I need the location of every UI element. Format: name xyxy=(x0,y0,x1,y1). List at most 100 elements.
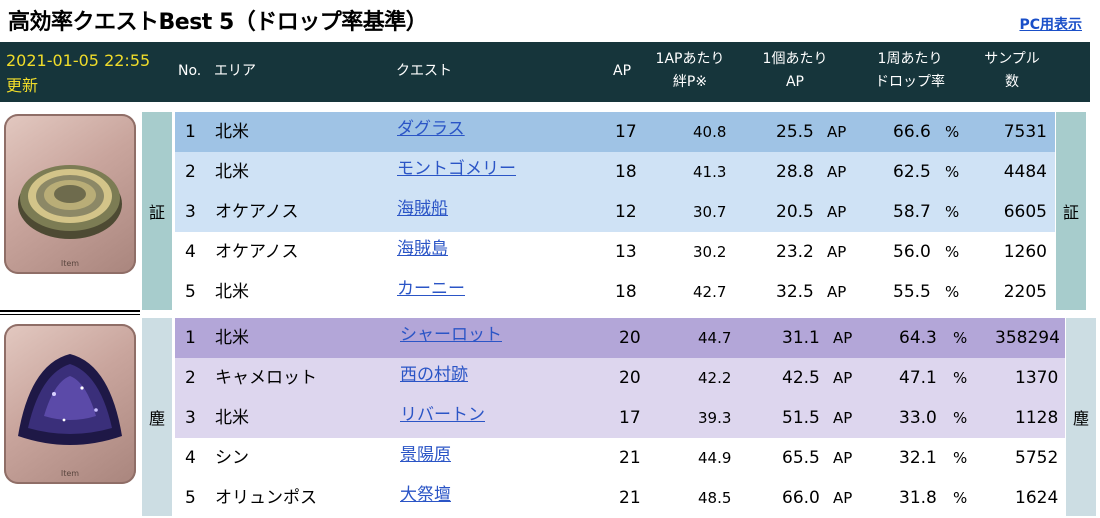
row-ap-unit: AP xyxy=(827,123,847,141)
row-no: 5 xyxy=(185,488,196,508)
row-band-plain xyxy=(175,232,1055,310)
quest-link[interactable]: モントゴメリー xyxy=(397,159,516,179)
quest-link[interactable]: カーニー xyxy=(397,279,465,299)
quest-link[interactable]: ダグラス xyxy=(397,119,465,139)
quest-link[interactable]: 海賊船 xyxy=(397,199,448,219)
row-kizuna: 30.2 xyxy=(693,243,727,261)
row-kizuna: 41.3 xyxy=(693,163,727,181)
row-pct: % xyxy=(953,449,968,467)
pc-view-link[interactable]: PC用表示 xyxy=(1019,17,1082,33)
row-area: オケアノス xyxy=(215,202,299,222)
row-samples: 7531 xyxy=(1003,122,1047,142)
table-row: 2 北米 モントゴメリー 18 41.3 28.8 AP 62.5 % 4484 xyxy=(175,152,1055,192)
row-drop-rate: 33.0 xyxy=(899,408,937,428)
row-kizuna: 39.3 xyxy=(698,409,732,427)
quest-link[interactable]: 西の村跡 xyxy=(400,365,468,385)
row-kizuna: 44.9 xyxy=(698,449,732,467)
quest-link[interactable]: 海賊島 xyxy=(397,239,448,259)
row-ap: 13 xyxy=(615,242,637,262)
row-ap: 20 xyxy=(619,328,641,348)
row-ap-per-item: 42.5 xyxy=(782,368,820,388)
row-ap-per-item: 23.2 xyxy=(776,242,814,262)
row-ap-per-item: 25.5 xyxy=(776,122,814,142)
row-pct: % xyxy=(945,123,960,141)
section-divider-thin xyxy=(0,314,140,315)
section-dust: Item 塵 塵 1 北米 シャーロット 20 44.7 31.1 AP 64.… xyxy=(0,318,1100,516)
row-no: 1 xyxy=(185,328,196,348)
row-ap-unit: AP xyxy=(833,369,853,387)
row-area: キャメロット xyxy=(215,368,317,388)
row-area: 北米 xyxy=(215,328,249,348)
row-ap-unit: AP xyxy=(827,243,847,261)
row-area: オケアノス xyxy=(215,242,299,262)
row-ap-unit: AP xyxy=(827,283,847,301)
row-ap: 21 xyxy=(619,448,641,468)
row-pct: % xyxy=(953,369,968,387)
row-band xyxy=(175,152,1055,232)
updated-date: 2021-01-05 22:55 xyxy=(6,51,151,70)
row-ap-unit: AP xyxy=(833,409,853,427)
row-no: 2 xyxy=(185,368,196,388)
item-frame: Item xyxy=(4,324,136,484)
void-dust-icon xyxy=(18,354,122,445)
col-header-ap-per-item-line1: 1個あたり xyxy=(762,51,828,67)
row-no: 2 xyxy=(185,162,196,182)
row-area: オリュンポス xyxy=(215,488,317,508)
row-samples: 2205 xyxy=(1003,282,1047,302)
row-no: 4 xyxy=(185,448,196,468)
col-header-drop-rate: 1周あたり ドロップ率 xyxy=(862,48,958,94)
table-row: 5 オリュンポス 大祭壇 21 48.5 66.0 AP 31.8 % 1624 xyxy=(175,478,1058,518)
section-label-text: 証 xyxy=(148,203,165,222)
row-samples: 1370 xyxy=(1015,368,1059,388)
row-drop-rate: 64.3 xyxy=(899,328,937,348)
section-label-text: 塵 xyxy=(148,409,165,428)
quest-link[interactable]: 景陽原 xyxy=(400,445,451,465)
row-kizuna: 30.7 xyxy=(693,203,727,221)
row-ap-per-item: 66.0 xyxy=(782,488,820,508)
updated-timestamp: 2021-01-05 22:55 更新 xyxy=(6,48,150,98)
row-no: 5 xyxy=(185,282,196,302)
quest-link[interactable]: シャーロット xyxy=(400,325,502,345)
col-header-samples-line2: 数 xyxy=(1005,74,1019,90)
section-label-dust-right: 塵 xyxy=(1066,318,1096,516)
col-header-kizuna: 1APあたり 絆P※ xyxy=(645,48,735,94)
row-pct: % xyxy=(953,489,968,507)
col-header-samples-line1: サンプル xyxy=(984,51,1040,67)
row-ap-per-item: 51.5 xyxy=(782,408,820,428)
row-drop-rate: 31.8 xyxy=(899,488,937,508)
row-samples: 1128 xyxy=(1015,408,1059,428)
table-row: 2 キャメロット 西の村跡 20 42.2 42.5 AP 47.1 % 137… xyxy=(175,358,1059,398)
row-drop-rate: 66.6 xyxy=(893,122,931,142)
row-drop-rate: 62.5 xyxy=(893,162,931,182)
row-kizuna: 40.8 xyxy=(693,123,727,141)
row-no: 3 xyxy=(185,202,196,222)
row-ap: 17 xyxy=(619,408,641,428)
row-ap-per-item: 28.8 xyxy=(776,162,814,182)
row-drop-rate: 32.1 xyxy=(899,448,937,468)
row-ap-unit: AP xyxy=(833,329,853,347)
col-header-ap-per-item: 1個あたり AP xyxy=(752,48,838,94)
quest-link[interactable]: 大祭壇 xyxy=(400,485,451,505)
table-row: 1 北米 シャーロット 20 44.7 31.1 AP 64.3 % 35829… xyxy=(175,318,1060,358)
item-image-proof: Item xyxy=(0,112,140,282)
col-header-ap: AP xyxy=(613,63,632,79)
row-kizuna: 48.5 xyxy=(698,489,732,507)
row-drop-rate: 56.0 xyxy=(893,242,931,262)
row-ap-per-item: 31.1 xyxy=(782,328,820,348)
row-kizuna: 42.2 xyxy=(698,369,732,387)
row-drop-rate: 58.7 xyxy=(893,202,931,222)
row-samples: 5752 xyxy=(1015,448,1059,468)
col-header-quest: クエスト xyxy=(396,63,452,79)
row-samples: 1260 xyxy=(1003,242,1047,262)
section-proof: Item 証 証 1 北米 ダグラス 17 40.8 25.5 AP 66.6 … xyxy=(0,112,1100,310)
row-pct: % xyxy=(945,203,960,221)
item-frame: Item xyxy=(4,114,136,274)
section-label-text: 塵 xyxy=(1072,409,1089,428)
row-ap-per-item: 20.5 xyxy=(776,202,814,222)
row-area: 北米 xyxy=(215,122,249,142)
row-area: 北米 xyxy=(215,162,249,182)
row-area: 北米 xyxy=(215,408,249,428)
item-caption: Item xyxy=(60,259,80,268)
row-ap-unit: AP xyxy=(827,203,847,221)
quest-link[interactable]: リバートン xyxy=(400,405,485,425)
